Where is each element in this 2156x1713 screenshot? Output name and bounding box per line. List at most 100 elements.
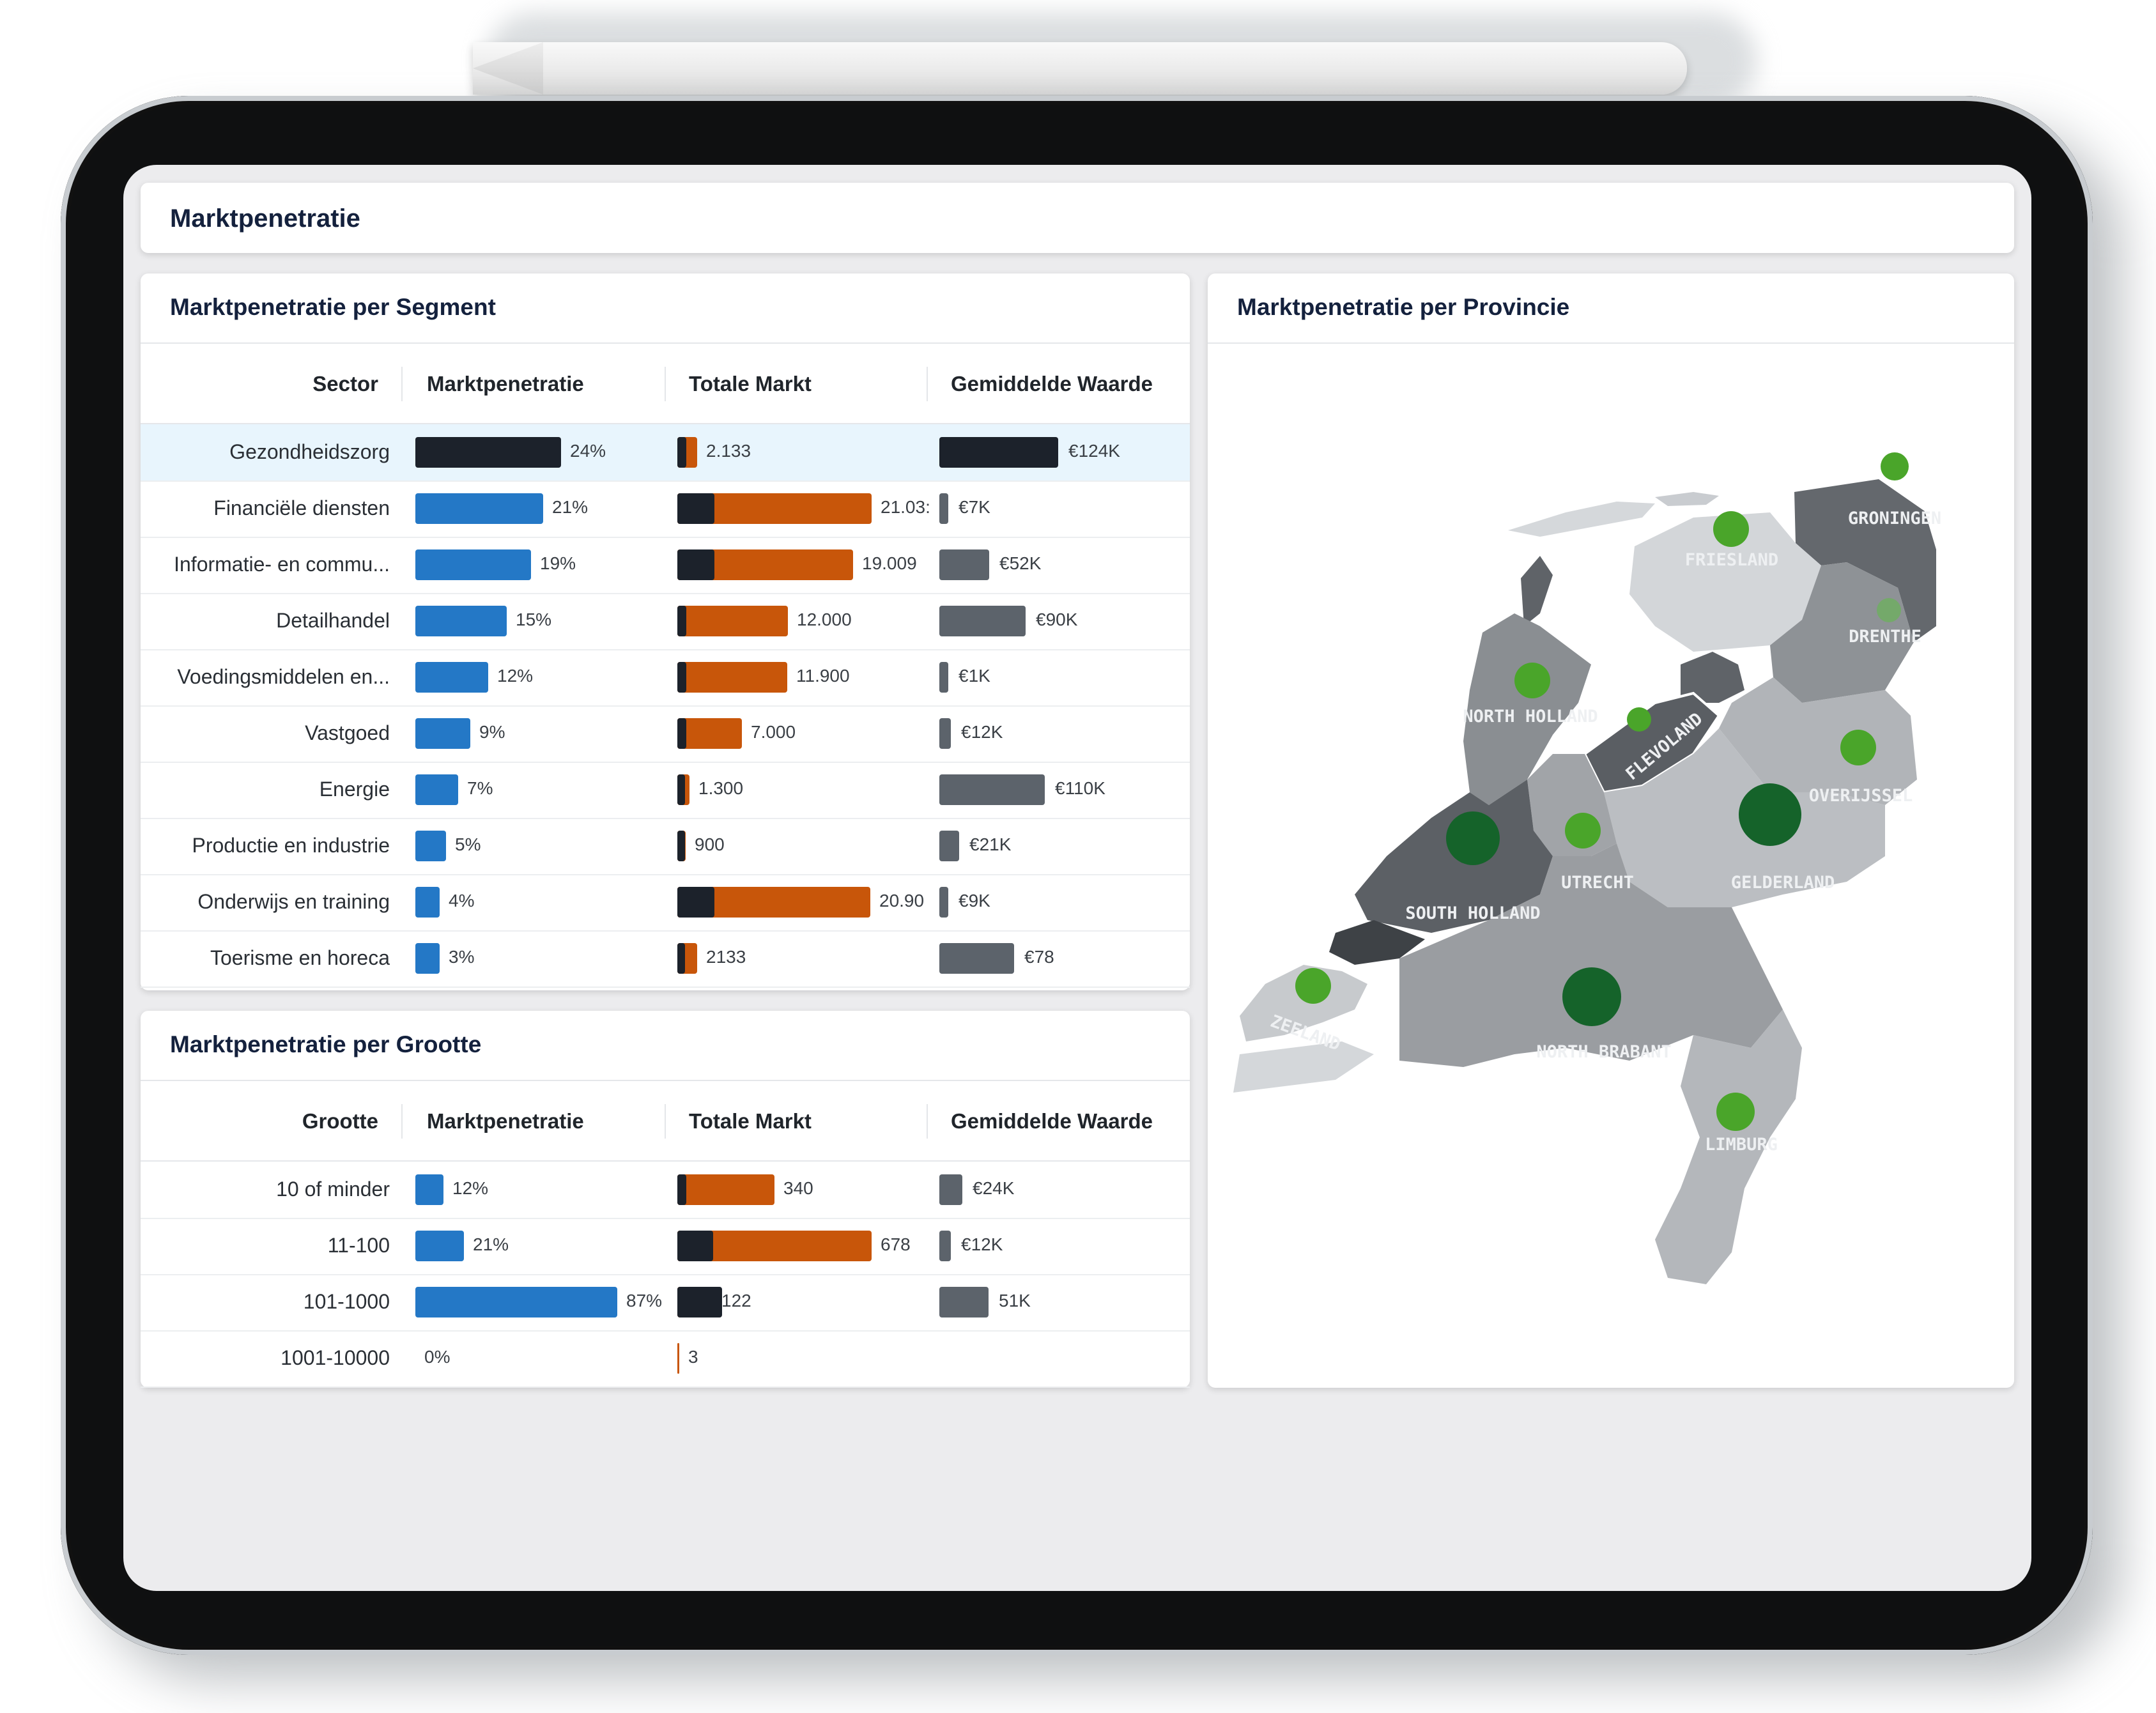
total-market-highlight xyxy=(677,831,685,861)
segment-header-divider xyxy=(141,423,1190,424)
penetration-bar xyxy=(415,774,458,805)
bubble-utrecht[interactable] xyxy=(1565,813,1601,849)
total-market-highlight xyxy=(677,1231,713,1261)
total-market-highlight xyxy=(677,774,685,805)
province-zeeland[interactable] xyxy=(1240,965,1367,1041)
delta-water xyxy=(1329,920,1425,965)
col-header-gemiddelde-waarde[interactable]: Gemiddelde Waarde xyxy=(951,1109,1153,1133)
table-row[interactable]: Detailhandel 15% 12.000 €90K xyxy=(141,593,1190,650)
stylus-pencil xyxy=(473,42,1687,95)
col-header-marktpenetratie[interactable]: Marktpenetratie xyxy=(427,372,584,396)
size-table-header: Grootte Marktpenetratie Totale Markt Gem… xyxy=(141,1081,1190,1160)
average-value-bar xyxy=(939,774,1045,805)
table-row[interactable]: Productie en industrie 5% 900 €21K xyxy=(141,818,1190,875)
page-title: Marktpenetratie xyxy=(170,204,360,233)
average-value-bar xyxy=(939,1287,989,1317)
wadden-island xyxy=(1655,492,1719,506)
bubble-limburg[interactable] xyxy=(1716,1093,1755,1131)
average-value-bar xyxy=(939,943,1014,974)
bubble-flevoland[interactable] xyxy=(1627,707,1651,732)
bubble-south-holland[interactable] xyxy=(1446,811,1500,865)
total-market-value: 2133 xyxy=(706,947,746,967)
total-market-bar xyxy=(677,662,787,693)
total-market-highlight xyxy=(677,1174,686,1205)
bubble-north-holland[interactable] xyxy=(1514,663,1550,698)
province-groningen[interactable] xyxy=(1794,479,1936,642)
penetration-bar xyxy=(415,549,531,580)
total-market-highlight xyxy=(677,549,714,580)
col-header-gemiddelde-waarde[interactable]: Gemiddelde Waarde xyxy=(951,372,1153,396)
total-market-value: 678 xyxy=(881,1234,911,1254)
penetration-value: 12% xyxy=(497,666,534,686)
map-label-utrecht: UTRECHT xyxy=(1561,873,1634,893)
average-value-bar xyxy=(939,831,959,861)
table-row[interactable]: 1001-10000 0% 3 xyxy=(141,1330,1190,1388)
average-value-bar xyxy=(939,718,951,749)
col-separator xyxy=(665,1104,666,1139)
map-label-south-holland: SOUTH HOLLAND xyxy=(1405,903,1540,923)
penetration-value: 19% xyxy=(540,553,576,573)
row-label: Onderwijs en training xyxy=(197,890,390,913)
table-row[interactable]: Toerisme en horeca 3% 2133 €78 xyxy=(141,930,1190,988)
average-value-bar xyxy=(939,662,948,693)
table-row[interactable]: Vastgoed 9% 7.000 €12K xyxy=(141,705,1190,763)
row-label: 11-100 xyxy=(327,1234,390,1257)
col-header-grootte[interactable]: Grootte xyxy=(302,1109,378,1133)
penetration-bar xyxy=(415,1174,443,1205)
penetration-value: 12% xyxy=(452,1178,489,1198)
bubble-friesland[interactable] xyxy=(1713,511,1749,547)
bubble-zeeland[interactable] xyxy=(1295,968,1331,1004)
total-market-value: 1.300 xyxy=(698,778,744,798)
col-header-marktpenetratie[interactable]: Marktpenetratie xyxy=(427,1109,584,1133)
col-header-totale-markt[interactable]: Totale Markt xyxy=(689,1109,812,1133)
bubble-overijssel[interactable] xyxy=(1840,730,1876,765)
total-market-value: 122 xyxy=(721,1291,751,1310)
average-value: €1K xyxy=(959,666,990,686)
bubble-north-brabant[interactable] xyxy=(1562,967,1621,1026)
total-market-value: 900 xyxy=(695,834,725,854)
map-label-limburg: LIMBURG xyxy=(1705,1135,1778,1155)
table-row[interactable]: Voedingsmiddelen en... 12% 11.900 €1K xyxy=(141,649,1190,707)
wadden-islands xyxy=(1508,502,1655,537)
col-separator xyxy=(401,367,403,401)
province-drenthe[interactable] xyxy=(1770,562,1914,703)
bubble-drenthe[interactable] xyxy=(1877,598,1901,622)
penetration-value: 5% xyxy=(455,834,481,854)
texel-island xyxy=(1521,556,1553,626)
size-card-title: Marktpenetratie per Grootte xyxy=(170,1031,482,1057)
bubble-groningen[interactable] xyxy=(1881,452,1909,480)
table-row[interactable]: 101-1000 87% 122 51K xyxy=(141,1274,1190,1332)
province-limburg[interactable] xyxy=(1655,1010,1802,1284)
penetration-bar xyxy=(415,606,507,636)
table-row[interactable]: Onderwijs en training 4% 20.90 €9K xyxy=(141,874,1190,932)
table-row[interactable]: Financiële diensten 21% 21.03: €7K xyxy=(141,480,1190,538)
total-market-value: 21.03: xyxy=(881,497,930,517)
province-north-holland[interactable] xyxy=(1463,613,1591,805)
table-row[interactable]: Gezondheidszorg 24% 2.133 €124K xyxy=(141,424,1190,482)
province-flevoland[interactable] xyxy=(1583,691,1721,794)
col-header-sector[interactable]: Sector xyxy=(312,372,378,396)
total-market-value: 7.000 xyxy=(751,722,796,742)
province-north-brabant[interactable] xyxy=(1399,843,1783,1067)
penetration-bar xyxy=(415,1231,464,1261)
province-card-title: Marktpenetratie per Provincie xyxy=(1237,294,1570,320)
col-header-totale-markt[interactable]: Totale Markt xyxy=(689,372,812,396)
bubble-gelderland[interactable] xyxy=(1739,783,1801,846)
map-label-north-holland: NORTH HOLLAND xyxy=(1463,707,1598,726)
province-overijssel[interactable] xyxy=(1719,677,1917,805)
row-label: Gezondheidszorg xyxy=(229,440,390,463)
average-value: €12K xyxy=(961,722,1003,742)
penetration-value: 3% xyxy=(449,947,475,967)
segment-title-divider xyxy=(141,342,1190,344)
row-label: Voedingsmiddelen en... xyxy=(177,665,390,688)
table-row[interactable]: 10 of minder 12% 340 €24K xyxy=(141,1162,1190,1219)
province-friesland[interactable] xyxy=(1629,512,1821,652)
province-title-divider xyxy=(1208,342,2014,344)
table-row[interactable]: Informatie- en commu... 19% 19.009 €52K xyxy=(141,537,1190,594)
table-row[interactable]: Energie 7% 1.300 €110K xyxy=(141,762,1190,819)
size-card: Marktpenetratie per Grootte Grootte Mark… xyxy=(141,1011,1190,1388)
row-label: Toerisme en horeca xyxy=(210,946,390,969)
table-row[interactable]: 11-100 21% 678 €12K xyxy=(141,1218,1190,1275)
penetration-bar xyxy=(415,437,561,468)
average-value-bar xyxy=(939,887,948,918)
